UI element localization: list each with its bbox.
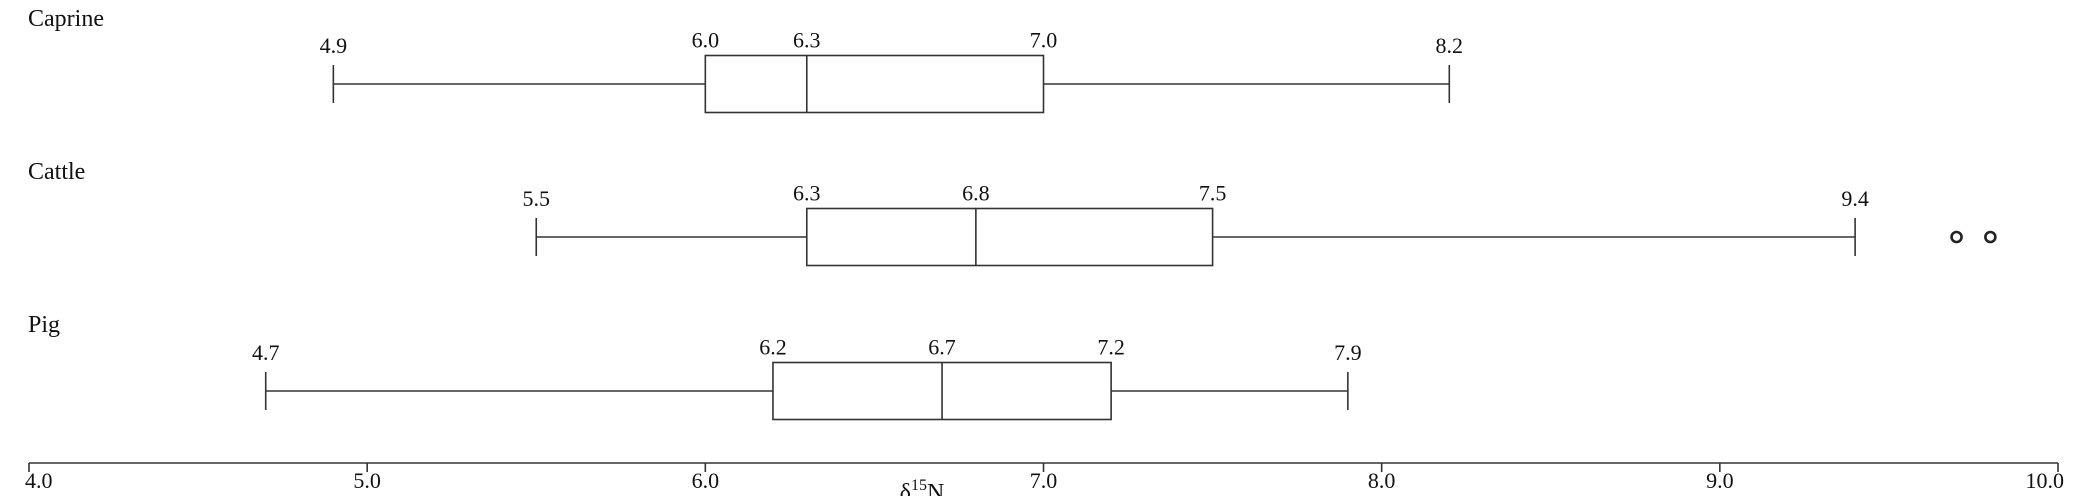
value-label-min: 4.9 (320, 33, 348, 58)
value-label-min: 5.5 (523, 186, 551, 211)
boxplot-cattle: Cattle 5.5 6.3 6.8 7.5 9.4 (28, 159, 1997, 267)
iqr-box (805, 207, 1214, 267)
x-tick-label: 10.0 (2026, 468, 2065, 493)
value-label-median: 6.8 (962, 181, 990, 206)
x-tick-label: 8.0 (1368, 468, 1396, 493)
x-axis: 4.0 5.0 6.0 7.0 8.0 9.0 10.0 δ15N (25, 462, 2064, 496)
value-label-median: 6.7 (928, 335, 956, 360)
value-label-q3: 7.5 (1199, 181, 1227, 206)
boxplot-caprine: Caprine 4.9 6.0 6.3 7.0 8.2 (28, 6, 1464, 114)
x-tick-label: 4.0 (25, 468, 53, 493)
value-label-q1: 6.3 (793, 181, 821, 206)
value-label-q1: 6.2 (759, 335, 787, 360)
value-label-min: 4.7 (252, 340, 280, 365)
series-label-pig: Pig (28, 312, 60, 338)
value-label-max: 7.9 (1334, 340, 1362, 365)
plot-area: Caprine 4.9 6.0 6.3 7.0 8.2 Cattle 5.5 6.3 6.8 7.5… (28, 6, 1997, 421)
value-label-max: 8.2 (1436, 33, 1464, 58)
value-label-median: 6.3 (793, 28, 821, 53)
value-label-q3: 7.2 (1097, 335, 1125, 360)
x-axis-title-superscript: 15 (911, 477, 927, 494)
value-label-q1: 6.0 (692, 28, 720, 53)
outlier-point (1984, 230, 1997, 244)
x-tick-label: 6.0 (692, 468, 720, 493)
x-axis-title-delta: δ (900, 480, 911, 496)
value-label-q3: 7.0 (1030, 28, 1058, 53)
outlier-point (1950, 230, 1963, 244)
boxplot-pig: Pig 4.7 6.2 6.7 7.2 7.9 (28, 312, 1362, 421)
x-axis-title-element: N (927, 480, 944, 496)
value-label-max: 9.4 (1841, 186, 1869, 211)
x-tick-label: 9.0 (1706, 468, 1734, 493)
x-tick-label: 7.0 (1030, 468, 1058, 493)
x-tick-label: 5.0 (353, 468, 381, 493)
x-axis-title: δ15N (900, 477, 945, 496)
iqr-box (704, 54, 1045, 114)
series-label-caprine: Caprine (28, 6, 104, 32)
x-axis-ticks: 4.0 5.0 6.0 7.0 8.0 9.0 10.0 (25, 463, 2064, 493)
series-label-cattle: Cattle (28, 159, 85, 185)
